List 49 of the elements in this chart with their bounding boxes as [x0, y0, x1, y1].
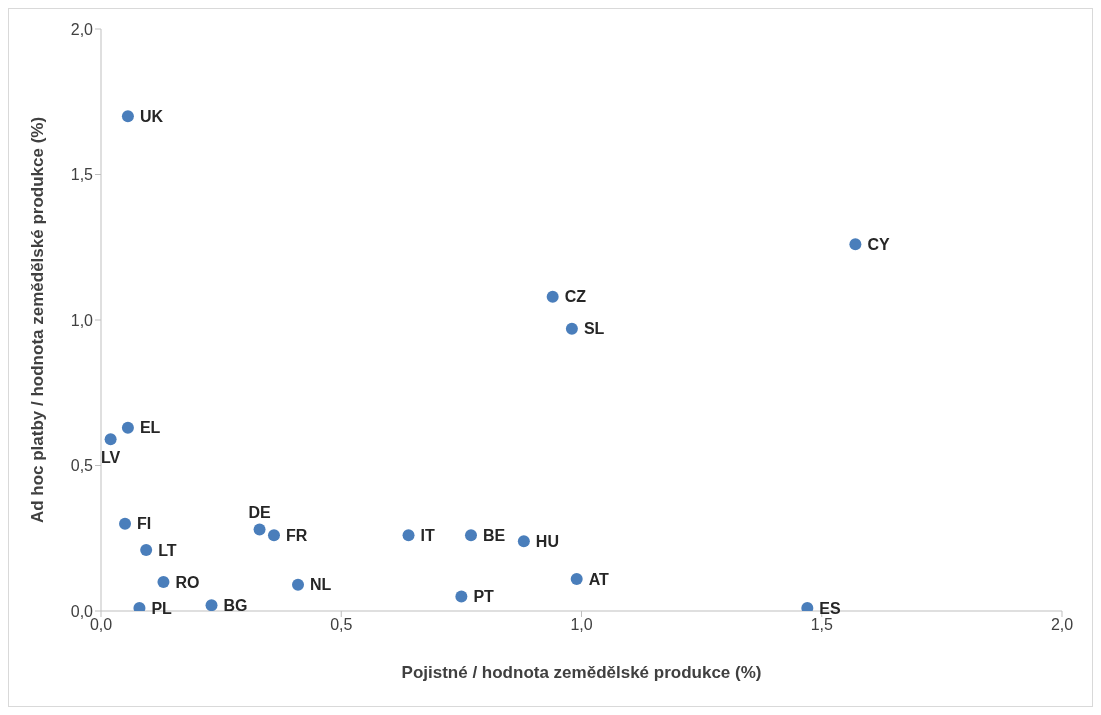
x-tick-label: 0,0 [89, 616, 113, 634]
point [205, 599, 218, 611]
point [157, 575, 170, 588]
point [546, 290, 559, 303]
y-tick-label: 2,0 [70, 20, 94, 38]
annotation: LT [158, 541, 177, 559]
point [104, 433, 117, 446]
y-axis-title: Ad hoc platby / hodnota zemědělské produkce (%) [28, 116, 48, 524]
annotation: CY [867, 236, 890, 254]
annotation: DE [248, 503, 271, 521]
point [517, 535, 530, 548]
annotation: ES [819, 599, 842, 617]
x-axis-title: Pojistné / hodnota zemědělské produkce (%) [401, 663, 762, 682]
y-tick-label: 0,5 [70, 457, 94, 475]
annotation: HU [535, 532, 559, 550]
annotation: BG [223, 596, 248, 614]
annotation: PL [151, 599, 173, 617]
x-tick-label: 1,5 [810, 616, 833, 634]
point [570, 572, 583, 585]
annotation: PT [473, 588, 495, 606]
annotation: SL [583, 320, 605, 338]
point [402, 529, 415, 542]
point [292, 578, 305, 591]
y-tick-label: 1,5 [70, 166, 94, 184]
x-tick-label: 0,5 [330, 616, 353, 634]
annotation: IT [420, 527, 435, 545]
point [121, 110, 134, 123]
point [455, 590, 468, 603]
point [119, 517, 132, 530]
annotation: BE [482, 527, 506, 545]
annotation: UK [139, 107, 164, 125]
annotation: LV [100, 448, 121, 466]
annotation: EL [139, 419, 161, 437]
x-tick-label: 1,0 [570, 616, 593, 634]
annotation: RO [175, 573, 200, 591]
point [464, 529, 477, 542]
point [253, 523, 266, 536]
annotation: FR [285, 527, 308, 545]
y-tick-label: 1,0 [70, 311, 94, 329]
x-tick-label: 2,0 [1050, 616, 1074, 634]
point [565, 322, 578, 335]
annotation: FI [137, 515, 152, 533]
annotation: AT [588, 570, 610, 588]
point [849, 238, 862, 251]
annotation: CZ [564, 288, 587, 306]
point [267, 529, 280, 542]
point [140, 543, 153, 556]
annotation: NL [310, 576, 332, 594]
point [121, 421, 134, 434]
